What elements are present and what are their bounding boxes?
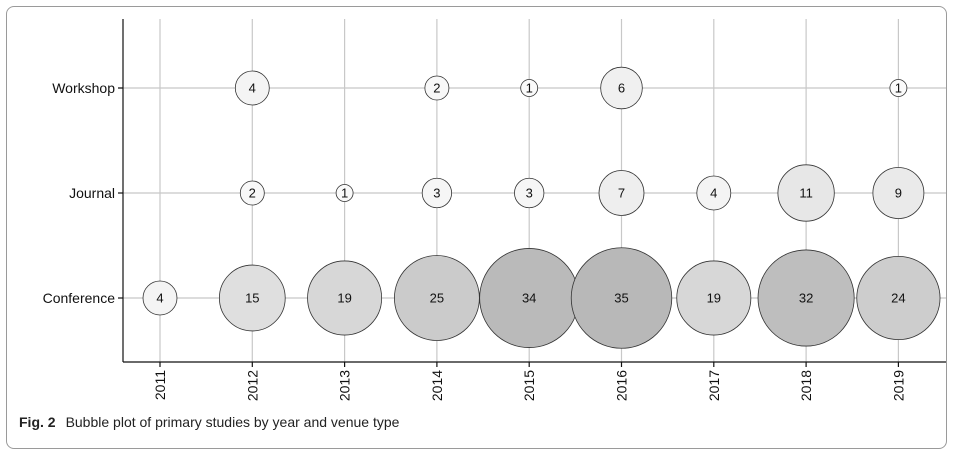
bubble-workshop-2012 xyxy=(234,70,270,106)
bubble-label-journal-2014: 3 xyxy=(433,186,440,201)
bubble-journal-2015 xyxy=(514,177,545,209)
bubble-label-journal-2013: 1 xyxy=(341,186,348,201)
bubble-label-conference-2019: 24 xyxy=(891,291,905,306)
bubble-label-conference-2015: 34 xyxy=(522,291,536,306)
bubble-label-journal-2017: 4 xyxy=(710,186,717,201)
bubble-conference-2011 xyxy=(142,280,178,316)
bubble-label-conference-2011: 4 xyxy=(156,291,163,306)
bubble-label-conference-2018: 32 xyxy=(799,291,813,306)
bubble-conference-2013 xyxy=(307,260,383,336)
bubble-label-conference-2017: 19 xyxy=(707,291,721,306)
bubble-label-journal-2019: 9 xyxy=(895,186,902,201)
bubble-journal-2012 xyxy=(239,180,265,206)
figure-caption: Fig. 2 Bubble plot of primary studies by … xyxy=(19,414,399,430)
bubble-journal-2018 xyxy=(777,164,835,222)
bubble-journal-2017 xyxy=(696,175,732,211)
x-tick-labels: 2011 2012 2013 2014 2015 2016 2017 2018 2019 xyxy=(152,362,906,401)
y-tick-labels: Conference Journal Workshop xyxy=(43,80,123,306)
axes xyxy=(122,19,946,363)
bubble-workshop-2014 xyxy=(424,75,450,101)
bubble-label-workshop-2015: 1 xyxy=(526,81,533,96)
x-tick-label-2017: 2017 xyxy=(706,370,722,401)
x-tick-label-2019: 2019 xyxy=(890,370,906,401)
bubble-workshop-2015 xyxy=(520,79,539,97)
bubble-workshop-2016 xyxy=(600,66,643,110)
x-tick-label-2015: 2015 xyxy=(521,370,537,401)
bubble-label-conference-2012: 15 xyxy=(245,291,259,306)
bubble-label-journal-2016: 7 xyxy=(618,186,625,201)
bubble-conference-2019 xyxy=(856,255,941,341)
x-tick-label-2018: 2018 xyxy=(798,370,814,401)
bubble-label-conference-2013: 19 xyxy=(337,291,351,306)
bubble-journal-2019 xyxy=(872,167,925,219)
bubble-conference-2012 xyxy=(218,264,286,332)
bubble-label-workshop-2016: 6 xyxy=(618,81,625,96)
x-tick-label-2011: 2011 xyxy=(152,370,168,400)
x-tick-label-2013: 2013 xyxy=(337,370,353,401)
bubble-conference-2017 xyxy=(676,260,752,336)
bubble-label-workshop-2014: 2 xyxy=(433,81,440,96)
y-tick-label-workshop: Workshop xyxy=(52,80,115,96)
x-tick-label-2014: 2014 xyxy=(429,370,445,401)
bubble-conference-2016 xyxy=(570,247,673,349)
bubble-journal-2014 xyxy=(421,177,453,209)
x-tick-label-2016: 2016 xyxy=(614,370,630,401)
bubble-workshop-2019 xyxy=(889,79,908,97)
bubble-label-journal-2012: 2 xyxy=(249,186,256,201)
figure-frame: 1 1 1 2 2 3 3 4 4 4 6 7 9 11 15 19 19 24 25 32 34 35 Conferen… xyxy=(6,6,947,449)
bubble-label-journal-2015: 3 xyxy=(526,186,533,201)
bubble-label-workshop-2019: 1 xyxy=(895,81,902,96)
bubble-label-conference-2016: 35 xyxy=(614,291,628,306)
caption-label: Fig. 2 xyxy=(19,414,56,430)
y-tick-label-conference: Conference xyxy=(43,290,116,306)
bubble-journal-2016 xyxy=(598,170,645,216)
bubble-label-conference-2014: 25 xyxy=(430,291,444,306)
bubble-label-workshop-2012: 4 xyxy=(249,81,256,96)
caption-text: Bubble plot of primary studies by year a… xyxy=(65,414,400,430)
bubble-conference-2018 xyxy=(757,249,855,347)
bubble-label-journal-2018: 11 xyxy=(799,186,813,201)
x-tick-label-2012: 2012 xyxy=(244,370,260,401)
y-tick-label-journal: Journal xyxy=(69,185,115,201)
bubble-journal-2013 xyxy=(335,184,354,202)
